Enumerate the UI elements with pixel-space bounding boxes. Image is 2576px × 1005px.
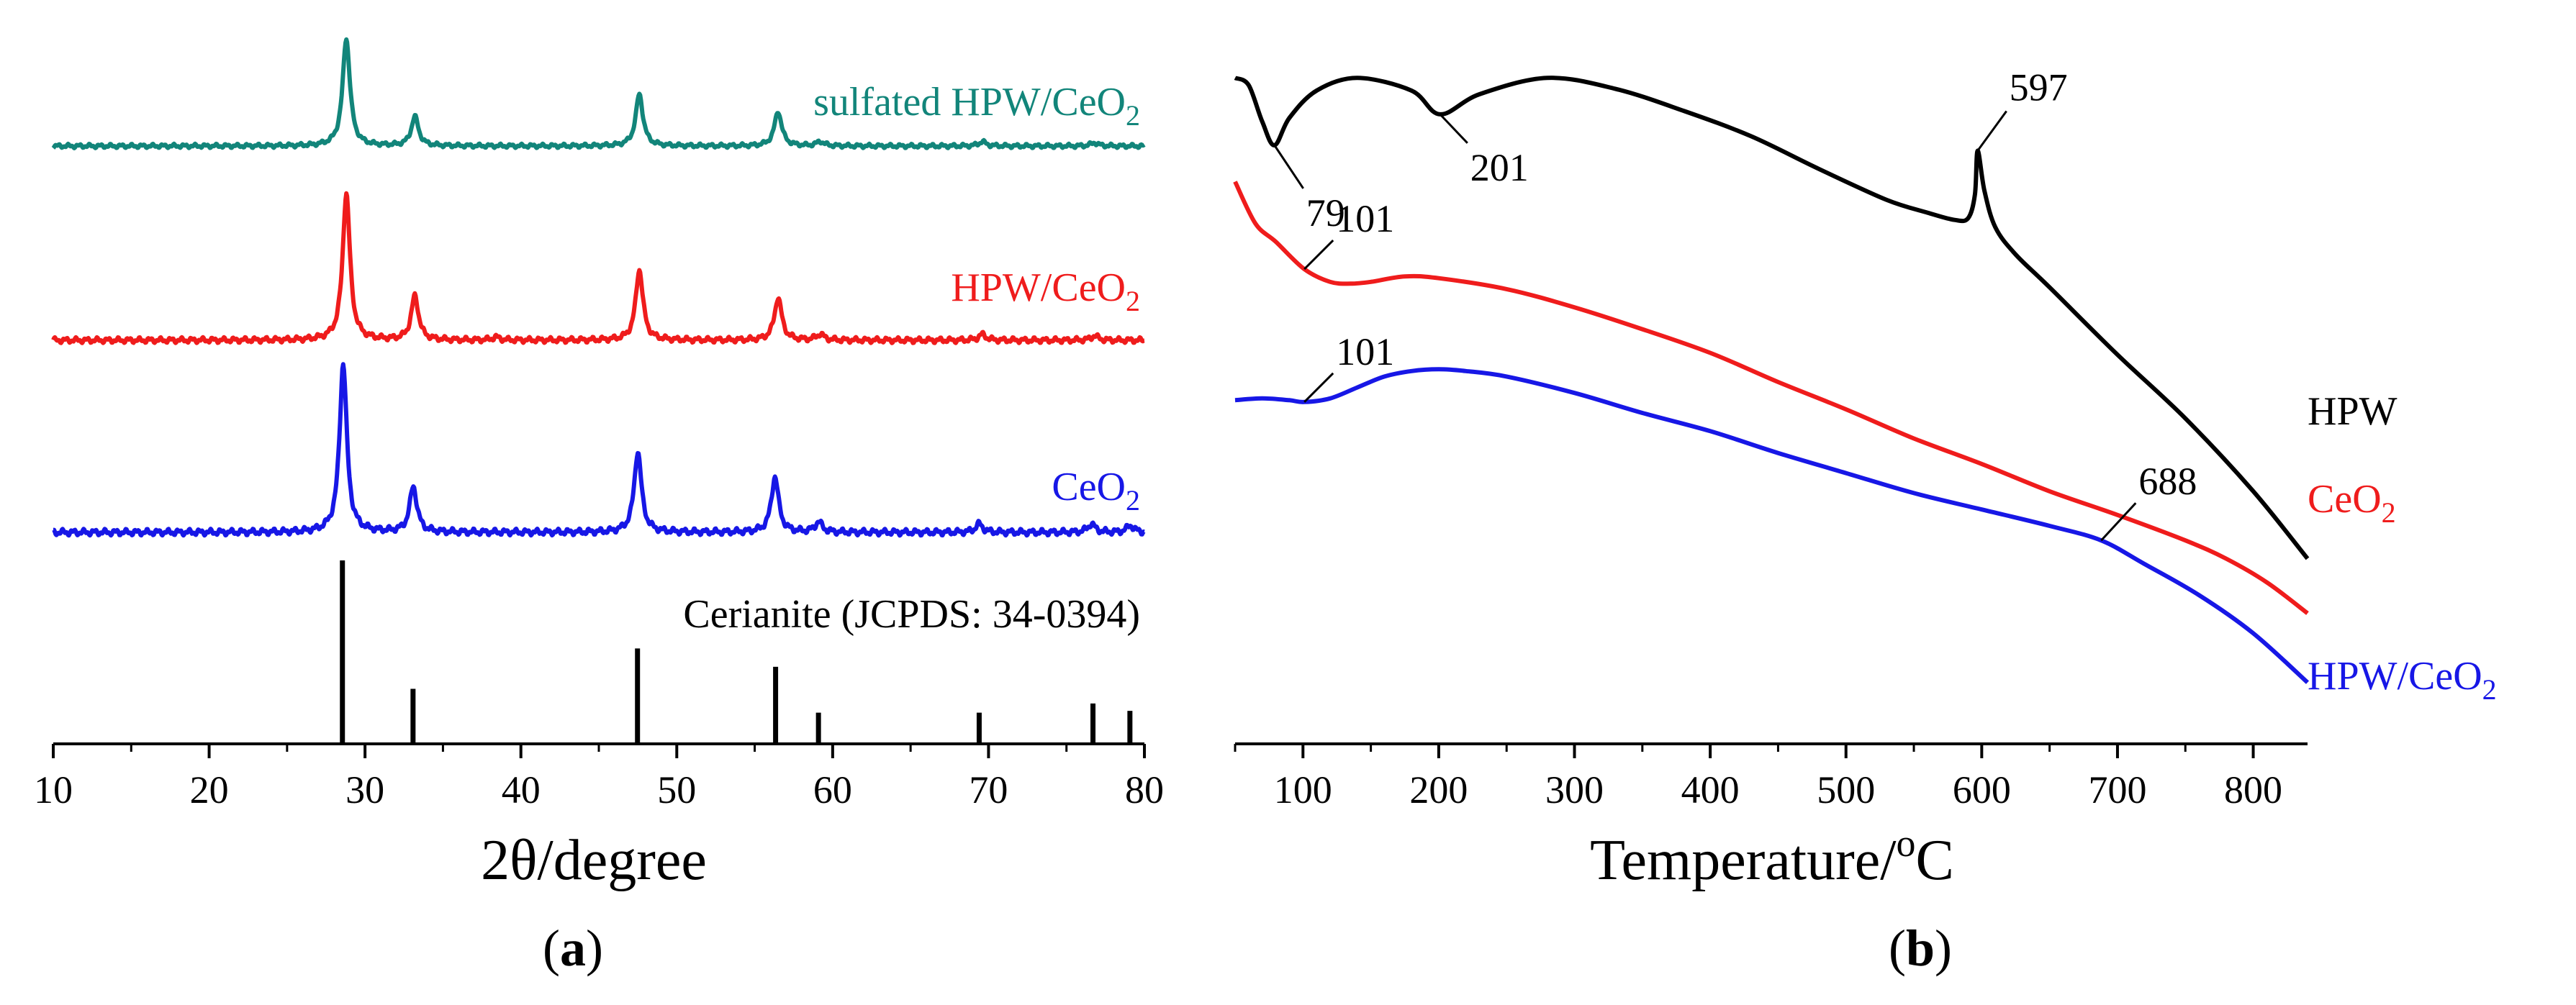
- curve-label-ceo2: CeO2: [2308, 477, 2396, 529]
- x-tick-label-b-200: 200: [1409, 768, 1468, 811]
- x-tick-label-a-30: 30: [345, 768, 384, 811]
- series-label-ceo2: CeO2: [1052, 465, 1140, 517]
- x-axis-label-b: Temperature/oC: [1590, 822, 1954, 892]
- x-tick-label-a-40: 40: [502, 768, 541, 811]
- curve-label-hpw-ceo2-main: HPW/CeO: [2308, 654, 2482, 699]
- annotation-leader-597: [1976, 110, 2007, 152]
- svg-text:CeO2: CeO2: [2308, 477, 2396, 529]
- x-tick-label-b-100: 100: [1274, 768, 1332, 811]
- curve-label-hpw: HPW: [2308, 389, 2398, 434]
- x-axis-label-b-unit: C: [1915, 829, 1953, 892]
- svg-text:HPW/CeO2: HPW/CeO2: [2308, 654, 2497, 706]
- panel-label-a-letter: a: [560, 919, 586, 977]
- curve-label-ceo2-sub: 2: [2382, 496, 2396, 529]
- series-label-hpw-ceo2: HPW/CeO2: [951, 265, 1140, 317]
- panel-label-b: (b): [1889, 919, 1952, 977]
- x-tick-label-a-80: 80: [1125, 768, 1164, 811]
- panel-a-xrd: Cerianite (JCPDS: 34-0394) sulfated HPW/…: [34, 37, 1164, 977]
- curve-label-ceo2-main: CeO: [2308, 477, 2382, 522]
- x-tick-label-a-70: 70: [969, 768, 1008, 811]
- annotation-leader-101: [1303, 239, 1334, 270]
- x-tick-label-a-20: 20: [190, 768, 229, 811]
- x-tick-label-b-800: 800: [2224, 768, 2282, 811]
- series-label-sulfated-main: sulfated HPW/CeO: [813, 80, 1126, 124]
- series-label-hpw-ceo2-sub: 2: [1126, 285, 1140, 317]
- svg-text:sulfated HPW/CeO2: sulfated HPW/CeO2: [813, 80, 1140, 132]
- series-label-sulfated: sulfated HPW/CeO2: [813, 80, 1140, 132]
- svg-text:HPW: HPW: [2308, 389, 2398, 434]
- series-label-ceo2-main: CeO: [1052, 465, 1126, 509]
- svg-text:HPW/CeO2: HPW/CeO2: [951, 265, 1140, 317]
- thermal-line-ceo2: [1233, 181, 2309, 615]
- x-tick-label-b-400: 400: [1681, 768, 1740, 811]
- panel-label-a: (a): [543, 919, 603, 977]
- annotation-label-101: 101: [1336, 197, 1394, 240]
- series-label-sulfated-sub: 2: [1126, 99, 1140, 132]
- annotation-leader-79: [1273, 145, 1304, 189]
- annotation-leader-101: [1303, 372, 1334, 403]
- x-axis-label-b-main: Temperature/: [1590, 829, 1897, 892]
- thermal-line-hpw-ceo2: [1234, 367, 2310, 684]
- x-tick-label-a-10: 10: [34, 768, 73, 811]
- xrd-line-hpw-ceo2: [51, 191, 1146, 345]
- annotation-label-79: 79: [1306, 191, 1345, 235]
- annotation-label-101: 101: [1336, 330, 1394, 373]
- thermal-line-hpw: [1234, 76, 2310, 560]
- curve-label-hpw-ceo2-sub: 2: [2482, 673, 2497, 706]
- xrd-patterns: [51, 37, 1146, 538]
- x-tick-label-b-600: 600: [1953, 768, 2011, 811]
- x-ticks-a: 10 20 30 40 50 60 70 80: [34, 744, 1164, 811]
- series-label-hpw-ceo2-main: HPW/CeO: [951, 265, 1126, 310]
- annotation-label-597: 597: [2010, 66, 2068, 109]
- annotation-label-201: 201: [1470, 146, 1529, 189]
- annotation-leader-688: [2100, 502, 2137, 542]
- x-tick-label-b-300: 300: [1545, 768, 1604, 811]
- x-tick-label-b-500: 500: [1817, 768, 1875, 811]
- thermal-curves: [1233, 76, 2310, 684]
- svg-text:CeO2: CeO2: [1052, 465, 1140, 517]
- annotation-leader-201: [1439, 113, 1468, 144]
- x-tick-label-b-700: 700: [2088, 768, 2146, 811]
- reference-lines: [340, 560, 1133, 744]
- x-tick-label-a-60: 60: [813, 768, 852, 811]
- curve-label-hpw-ceo2: HPW/CeO2: [2308, 654, 2497, 706]
- x-tick-label-a-50: 50: [657, 768, 696, 811]
- xrd-line-ceo2: [52, 362, 1146, 538]
- peak-annotations: 79 201 597 101 101 688: [1273, 66, 2197, 542]
- panel-label-b-letter: b: [1906, 919, 1935, 977]
- xrd-line-sulfated-hpw-ceo2: [51, 37, 1146, 150]
- x-ticks-b: 100 200 300 400 500 600 700 800: [1234, 744, 2282, 811]
- curve-label-hpw-main: HPW: [2308, 389, 2398, 434]
- x-axis-label-a: 2θ/degree: [481, 829, 707, 892]
- reference-label: Cerianite (JCPDS: 34-0394): [683, 592, 1140, 637]
- series-label-ceo2-sub: 2: [1126, 484, 1140, 517]
- x-axis-label-b-degree: o: [1896, 822, 1915, 865]
- annotation-label-688: 688: [2138, 460, 2197, 503]
